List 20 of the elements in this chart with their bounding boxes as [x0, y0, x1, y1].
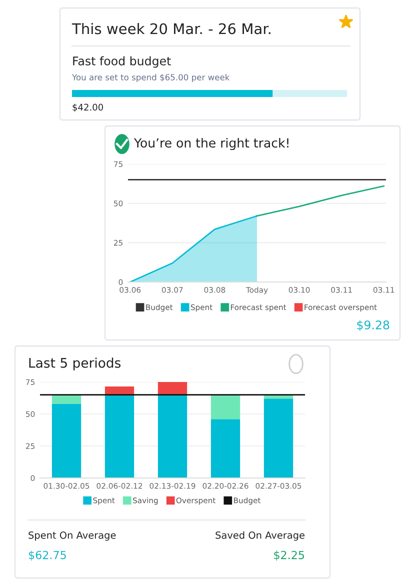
- bar: [158, 394, 188, 478]
- bar: [52, 404, 82, 478]
- text: Spent On Average: [28, 531, 116, 541]
- text: You are set to spend $65.00 per week: [72, 74, 230, 82]
- text: $9.28: [357, 320, 390, 331]
- chart-title: Last 5 periods: [29, 358, 121, 370]
- text: $42.00: [72, 104, 103, 112]
- bar: [264, 398, 294, 478]
- text: $2.25: [274, 550, 304, 561]
- chart-subtitle: Fast food budget: [73, 56, 171, 68]
- bar: [210, 394, 240, 420]
- text: $62.75: [28, 550, 66, 561]
- text: Saved On Average: [216, 531, 304, 541]
- bar: [210, 419, 240, 478]
- bar: [158, 382, 188, 395]
- bar: [52, 394, 82, 404]
- line-series: [256, 185, 385, 217]
- chart-title: You’re on the right track!: [134, 138, 288, 150]
- bar: [104, 394, 134, 478]
- chart-title: This week 20 Mar. - 26 Mar.: [72, 22, 270, 34]
